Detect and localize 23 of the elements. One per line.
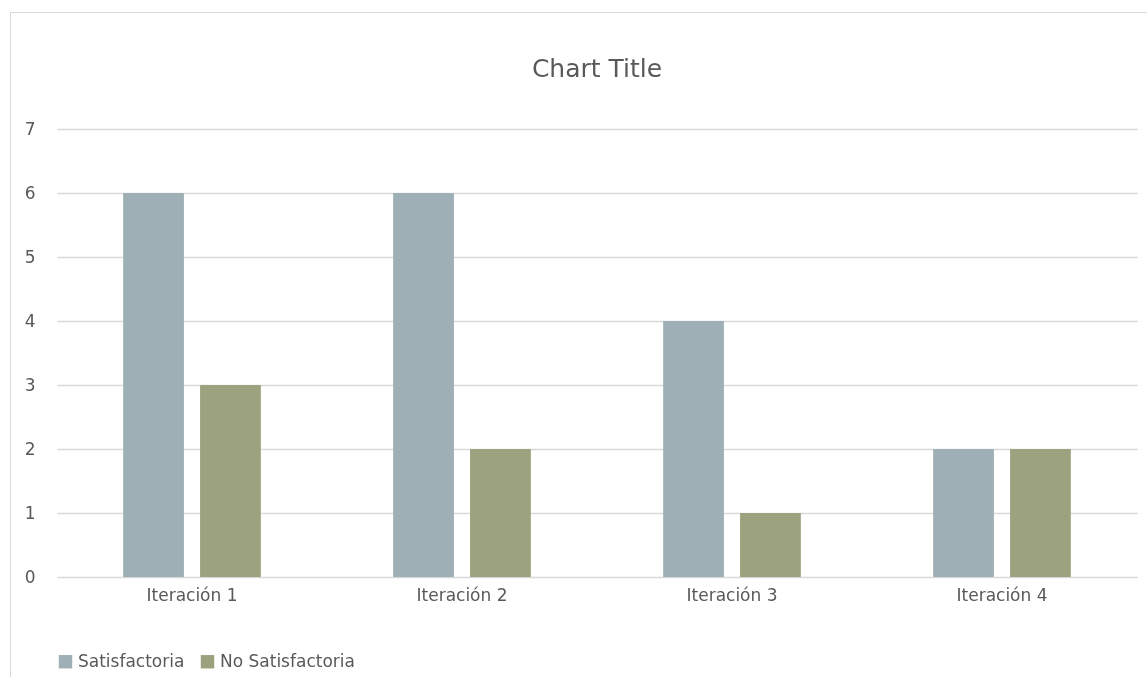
legend-label: Satisfactoria [78, 650, 185, 671]
y-tick-label: 4 [24, 310, 36, 331]
y-tick-label: 5 [24, 246, 36, 267]
y-tick-label: 7 [24, 118, 36, 139]
bar [663, 321, 724, 577]
y-tick-label: 1 [24, 502, 36, 523]
y-tick-label: 3 [24, 374, 36, 395]
bar [393, 193, 454, 577]
bar [123, 193, 184, 577]
bar [933, 449, 994, 577]
bar [470, 449, 531, 577]
chart-title: Chart Title [531, 54, 663, 83]
legend-label: No Satisfactoria [220, 650, 355, 671]
x-tick-label: Iteración 3 [686, 584, 778, 605]
x-tick-label: Iteración 2 [416, 584, 508, 605]
bar [1010, 449, 1071, 577]
y-tick-label: 0 [24, 566, 36, 587]
bar [200, 385, 261, 577]
y-tick-label: 6 [24, 182, 36, 203]
x-tick-label: Iteración 1 [146, 584, 238, 605]
x-tick-label: Iteración 4 [956, 584, 1048, 605]
bar [740, 513, 801, 577]
y-tick-label: 2 [24, 438, 36, 459]
